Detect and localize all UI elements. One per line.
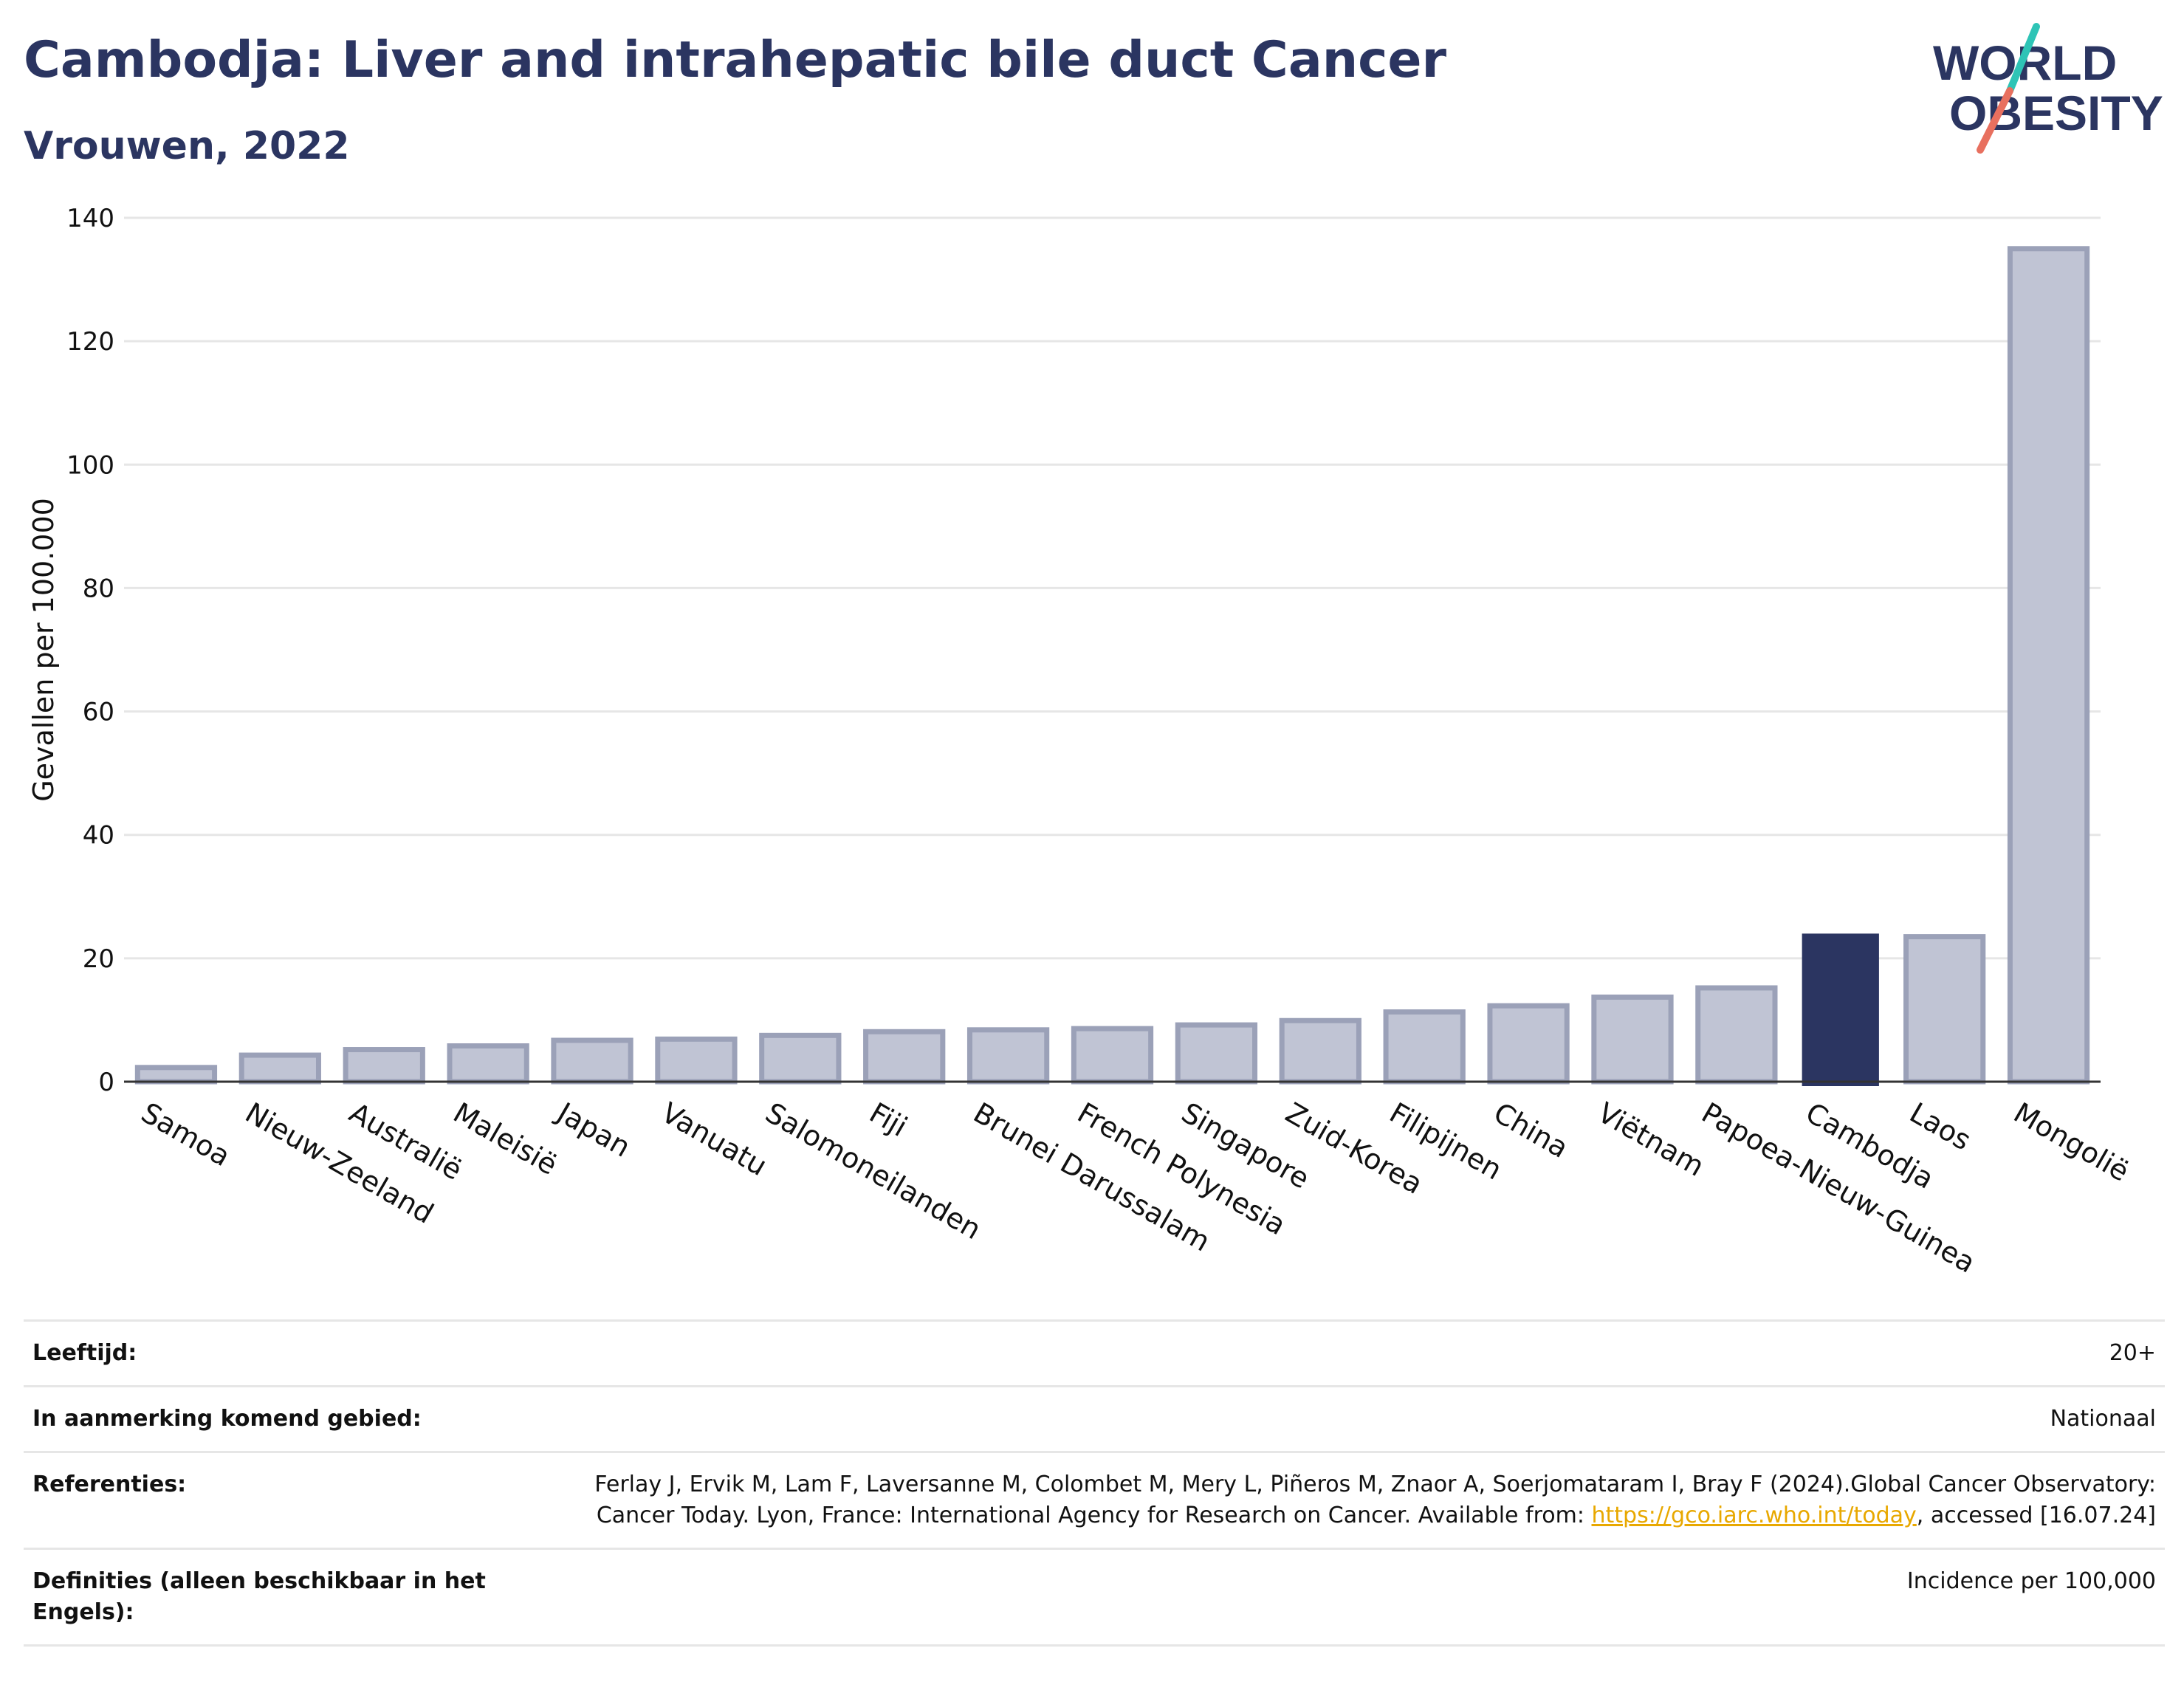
info-key-area: In aanmerking komend gebied: [32,1406,422,1432]
logo-slash-coral [1977,87,2013,154]
y-tick-label: 60 [83,698,114,727]
bar-mongoli- [2007,246,2090,1085]
bar-brunei-darussalam [966,1027,1050,1085]
x-tick-label: Japan [551,1096,636,1164]
logo-word-obesity: OBESITY [1949,86,2163,140]
bar-australi- [343,1047,425,1085]
bar-papoea-nieuw-guinea [1695,985,1778,1085]
bars [134,246,2090,1086]
bar-laos [1903,934,1986,1085]
info-value-references: Ferlay J, Ervik M, Lam F, Laversanne M, … [532,1469,2156,1531]
bar-japan [551,1037,633,1085]
y-tick-label: 20 [83,944,114,974]
logo-slash-teal [2006,23,2040,95]
bar-samoa [134,1065,218,1085]
info-row-definitions: Definities (alleen beschikbaar in het En… [24,1548,2165,1647]
bar-fiji [863,1029,946,1085]
bar-cambodja [1802,933,1879,1086]
chart-subtitle: Vrouwen, 2022 [24,124,350,168]
world-obesity-logo: WORLD OBESITY [1933,23,2163,154]
info-value-area: Nationaal [2050,1406,2156,1432]
bar-salomoneilanden [759,1032,842,1085]
bar-maleisi- [447,1043,529,1085]
x-tick-label: Vanuatu [656,1096,772,1182]
bar-chart: 0 20 40 60 80 100 120 140 Samoa Nieuw-ZeelandAus… [27,204,2135,1280]
y-axis-ticks: 0 20 40 60 80 100 120 140 [66,204,114,1097]
reference-link[interactable]: https://gco.iarc.who.int/today [1591,1503,1917,1528]
info-row-area: In aanmerking komend gebied: Nationaal [24,1385,2165,1451]
info-key-references: Referenties: [32,1472,187,1497]
y-tick-label: 0 [98,1068,114,1097]
chart-title: Cambodja: Liver and intrahepatic bile du… [24,31,1447,89]
info-key-definitions: Definities (alleen beschikbaar in het En… [32,1568,486,1625]
reference-suffix: , accessed [16.07.24] [1916,1503,2156,1528]
x-tick-label: Samoa [136,1096,236,1173]
bar-vanuatu [655,1036,738,1085]
x-tick-label: Nieuw-Zeeland [240,1096,439,1230]
y-tick-label: 100 [66,450,114,480]
bar-nieuw-zeeland [238,1052,321,1085]
bar-vi-tnam [1591,995,1674,1085]
info-key-age: Leeftijd: [32,1340,137,1366]
y-tick-label: 40 [83,821,114,851]
y-tick-label: 140 [66,204,114,233]
bar-french-polynesia [1071,1026,1154,1085]
x-tick-label: Fiji [864,1096,913,1143]
grid-lines [124,216,2101,960]
info-row-age: Leeftijd: 20+ [24,1319,2165,1385]
x-tick-label: Maleisië [448,1096,563,1181]
y-tick-label: 120 [66,327,114,357]
bar-filipijnen [1383,1009,1466,1085]
y-tick-label: 80 [83,574,114,603]
x-tick-label: Mongolië [2008,1096,2135,1188]
x-axis-labels: Samoa Nieuw-ZeelandAustraliëMaleisiëJapan… [136,1096,2135,1280]
info-value-age: 20+ [2109,1340,2156,1366]
bar-zuid-korea [1279,1017,1361,1085]
bar-singapore [1175,1022,1258,1085]
bar-china [1487,1003,1570,1085]
info-value-definitions: Incidence per 100,000 [1906,1568,2156,1594]
reference-text: Ferlay J, Ervik M, Lam F, Laversanne M, … [594,1472,2156,1528]
y-axis-label: Gevallen per 100.000 [27,498,60,802]
info-table: Leeftijd: 20+ In aanmerking komend gebie… [24,1319,2165,1647]
info-row-references: Referenties: Ferlay J, Ervik M, Lam F, L… [24,1451,2165,1548]
x-tick-label: Viëtnam [1592,1096,1709,1183]
x-tick-label: Laos [1904,1096,1977,1157]
